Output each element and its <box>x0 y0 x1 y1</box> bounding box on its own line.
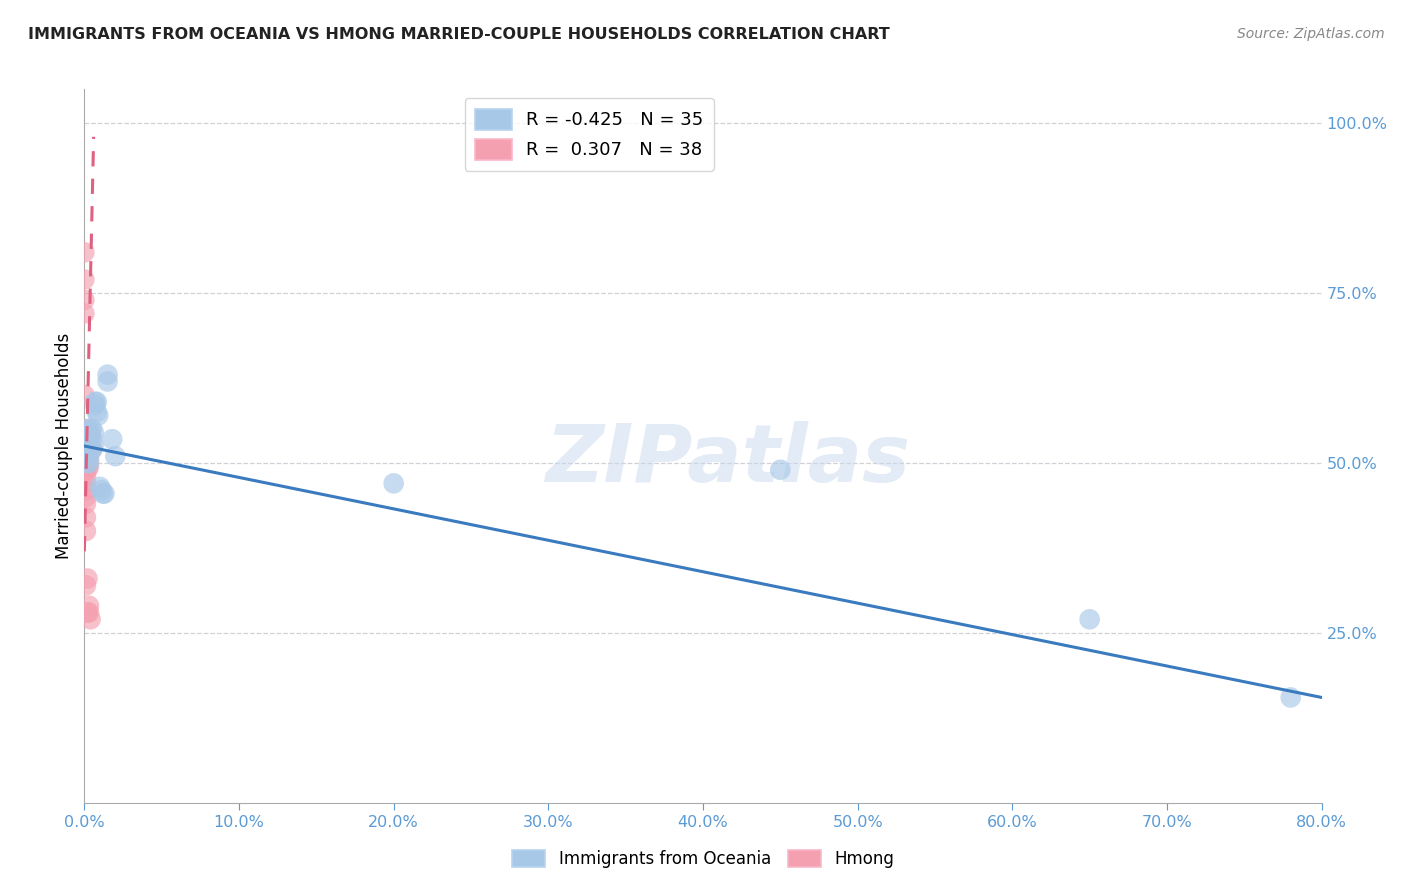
Point <box>79 612 101 626</box>
Point <box>76 442 98 457</box>
Text: ZIPatlas: ZIPatlas <box>546 421 910 500</box>
Point <box>76 606 98 620</box>
Point <box>76 422 98 436</box>
Point <box>97 375 120 389</box>
Legend: R = -0.425   N = 35, R =  0.307   N = 38: R = -0.425 N = 35, R = 0.307 N = 38 <box>464 98 714 170</box>
Point <box>97 368 120 382</box>
Point <box>769 463 792 477</box>
Y-axis label: Married-couple Households: Married-couple Households <box>55 333 73 559</box>
Point <box>77 452 100 467</box>
Point <box>77 606 100 620</box>
Text: Source: ZipAtlas.com: Source: ZipAtlas.com <box>1237 27 1385 41</box>
Point <box>77 459 100 474</box>
Point <box>86 394 108 409</box>
Point <box>73 442 96 457</box>
Point <box>89 480 111 494</box>
Point <box>73 245 96 260</box>
Point <box>76 432 98 446</box>
Point <box>77 439 100 453</box>
Point <box>79 429 101 443</box>
Point <box>76 456 98 470</box>
Point <box>75 425 97 440</box>
Point <box>82 422 104 436</box>
Point <box>382 476 405 491</box>
Point <box>73 272 96 286</box>
Point <box>82 432 104 446</box>
Point <box>1279 690 1302 705</box>
Point <box>75 497 97 511</box>
Point <box>90 483 112 498</box>
Point <box>77 439 100 453</box>
Point <box>73 388 96 402</box>
Point <box>75 439 97 453</box>
Point <box>1078 612 1101 626</box>
Point <box>75 490 97 504</box>
Point <box>77 449 100 463</box>
Point <box>91 486 114 500</box>
Point <box>83 425 105 440</box>
Point <box>77 432 100 446</box>
Point <box>75 476 97 491</box>
Point <box>84 398 107 412</box>
Point <box>79 425 101 440</box>
Point <box>75 578 97 592</box>
Point <box>86 405 108 419</box>
Point <box>77 599 100 613</box>
Point <box>83 439 105 453</box>
Point <box>75 456 97 470</box>
Point <box>75 483 97 498</box>
Point <box>104 449 127 463</box>
Point <box>87 409 110 423</box>
Point <box>76 439 98 453</box>
Point <box>93 486 115 500</box>
Point <box>75 463 97 477</box>
Point <box>77 429 100 443</box>
Point <box>82 442 104 457</box>
Point <box>79 442 101 457</box>
Legend: Immigrants from Oceania, Hmong: Immigrants from Oceania, Hmong <box>505 843 901 875</box>
Point <box>76 572 98 586</box>
Point <box>75 524 97 538</box>
Point <box>75 456 97 470</box>
Point <box>75 510 97 524</box>
Point <box>73 422 96 436</box>
Point <box>77 456 100 470</box>
Point <box>77 446 100 460</box>
Point <box>75 442 97 457</box>
Point <box>76 432 98 446</box>
Point <box>82 442 104 457</box>
Point <box>75 432 97 446</box>
Point <box>76 446 98 460</box>
Point <box>76 449 98 463</box>
Point <box>84 394 107 409</box>
Text: IMMIGRANTS FROM OCEANIA VS HMONG MARRIED-COUPLE HOUSEHOLDS CORRELATION CHART: IMMIGRANTS FROM OCEANIA VS HMONG MARRIED… <box>28 27 890 42</box>
Point <box>75 469 97 483</box>
Point <box>79 442 101 457</box>
Point <box>75 449 97 463</box>
Point <box>73 306 96 320</box>
Point <box>73 293 96 307</box>
Point <box>76 463 98 477</box>
Point <box>101 432 124 446</box>
